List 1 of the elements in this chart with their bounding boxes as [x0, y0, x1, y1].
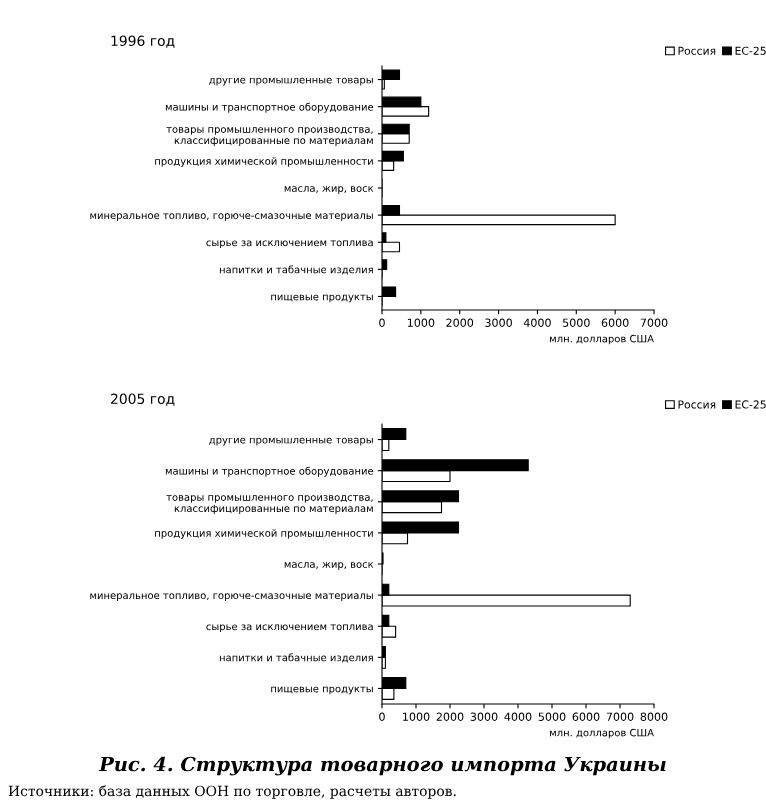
text: Рис. 4. Структура товарного импорта Украины — [98, 756, 666, 776]
